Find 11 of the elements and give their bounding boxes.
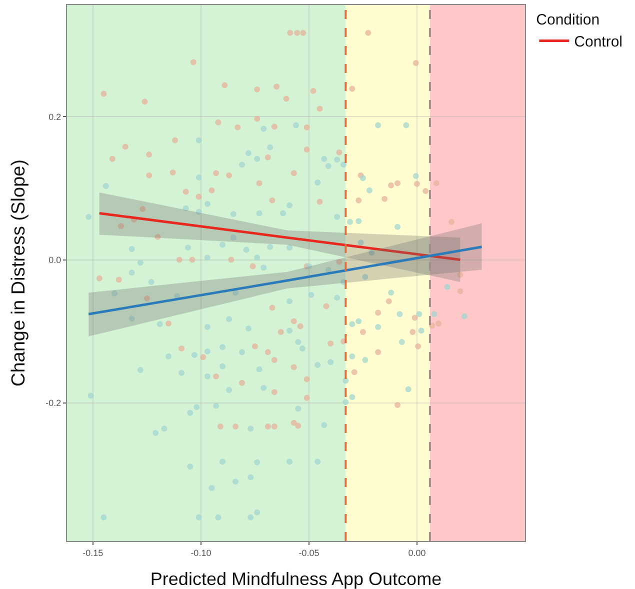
legend-title: Condition (536, 12, 600, 28)
y-axis-title: Change in Distress (Slope) (8, 159, 30, 387)
x-tick-label: -0.05 (298, 548, 320, 558)
legend-label: Control (574, 34, 623, 51)
x-tick-label: -0.15 (82, 548, 104, 558)
y-tick-label: -0.2 (46, 398, 62, 408)
x-tick-label: 0.00 (408, 548, 426, 558)
x-tick-label: -0.10 (190, 548, 212, 558)
y-tick-label: 0.0 (48, 254, 62, 265)
y-tick-label: 0.2 (48, 112, 62, 122)
x-axis-title: Predicted Mindfulness App Outcome (150, 568, 442, 589)
